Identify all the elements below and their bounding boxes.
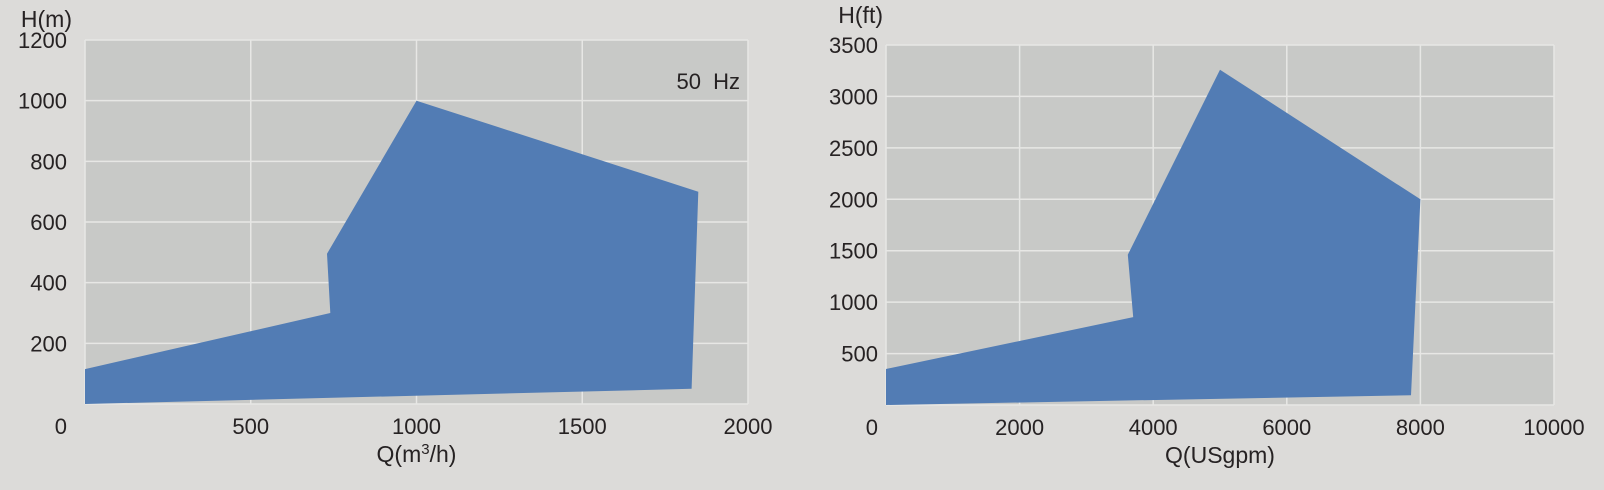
y-tick-label: 1200 [18,28,67,53]
x-tick-label: 6000 [1262,415,1311,440]
x-tick-label: 0 [55,414,67,439]
frequency-annotation: 50 Hz [677,69,740,94]
y-tick-label: 2500 [829,136,878,161]
x-tick-label: 8000 [1396,415,1445,440]
y-tick-label: 600 [30,210,67,235]
y-tick-label: 800 [30,149,67,174]
x-tick-label: 2000 [995,415,1044,440]
x-axis-title: Q(m3/h) [377,441,457,467]
y-tick-label: 400 [30,271,67,296]
x-axis-title: Q(USgpm) [1165,442,1275,468]
x-tick-label: 2000 [724,414,773,439]
chart-metric-50hz: 0 500 1000 1500 2000 200 400 600 800 1000 1200 Q(m3… [18,6,772,467]
y-tick-label: 1500 [829,239,878,264]
y-tick-label: 500 [841,342,878,367]
x-tick-label: 1000 [392,414,441,439]
x-tick-label: 10000 [1523,415,1584,440]
x-tick-label: 500 [232,414,269,439]
y-tick-label: 1000 [18,89,67,114]
envelope-area [886,69,1421,405]
x-tick-label: 0 [866,415,878,440]
y-axis-title: H(m) [21,6,72,32]
chart-us-units: 0 2000 4000 6000 8000 10000 500 1000 1500 2000 250… [829,2,1585,468]
y-tick-label: 1000 [829,290,878,315]
y-tick-label: 3000 [829,84,878,109]
envelope-area [85,100,699,404]
y-tick-label: 200 [30,331,67,356]
y-axis-title: H(ft) [838,2,883,28]
x-tick-label: 1500 [558,414,607,439]
x-tick-label: 4000 [1129,415,1178,440]
y-tick-label: 3500 [829,33,878,58]
y-tick-label: 2000 [829,187,878,212]
